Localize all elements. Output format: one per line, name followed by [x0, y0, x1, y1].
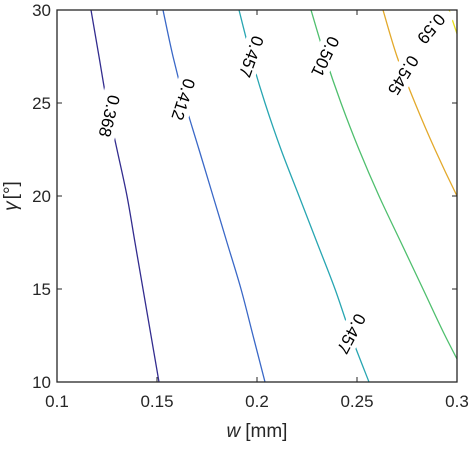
contour-line-0.368: [90, 10, 160, 382]
y-tick-label: 25: [32, 94, 51, 113]
contour-label-0.501: 0.501: [307, 33, 343, 80]
x-tick-label: 0.1: [45, 392, 69, 411]
contour-lines: [90, 10, 457, 382]
x-axis-label: w [mm]: [227, 421, 288, 442]
x-tick-label: 0.15: [140, 392, 173, 411]
y-tick-label: 15: [32, 280, 51, 299]
x-tick-label: 0.25: [340, 392, 373, 411]
contour-label-0.412: 0.412: [167, 76, 198, 122]
y-axis-symbol: γ: [1, 200, 22, 211]
x-axis-symbol: w: [227, 421, 242, 442]
contour-line-0.412: [162, 10, 266, 382]
contour-label-0.368: 0.368: [95, 93, 124, 139]
axis-ticks: 0.1 0.15 0.2 0.25 0.3 10 15 20 25 30: [32, 1, 469, 411]
y-axis-label: γ[°]: [1, 181, 22, 211]
contour-label-0.457-2: 0.457: [333, 310, 370, 356]
y-axis-unit: [°]: [1, 181, 22, 199]
x-tick-label: 0.3: [445, 392, 469, 411]
contour-label-0.457: 0.457: [235, 33, 267, 79]
contour-label-0.59: 0.59: [413, 10, 449, 48]
contour-label-0.545: 0.545: [384, 52, 423, 98]
x-tick-label: 0.2: [245, 392, 269, 411]
contour-line-0.59: [448, 10, 457, 36]
y-tick-label: 20: [32, 187, 51, 206]
contour-line-0.457: [238, 10, 370, 382]
x-axis-unit: [mm]: [245, 421, 287, 442]
contour-line-0.545: [382, 10, 457, 198]
y-tick-label: 30: [32, 1, 51, 20]
contour-labels: 0.368 0.412 0.457 0.457 0.501 0.545 0.59: [95, 10, 449, 357]
contour-line-0.501: [310, 10, 457, 361]
y-tick-label: 10: [32, 373, 51, 392]
